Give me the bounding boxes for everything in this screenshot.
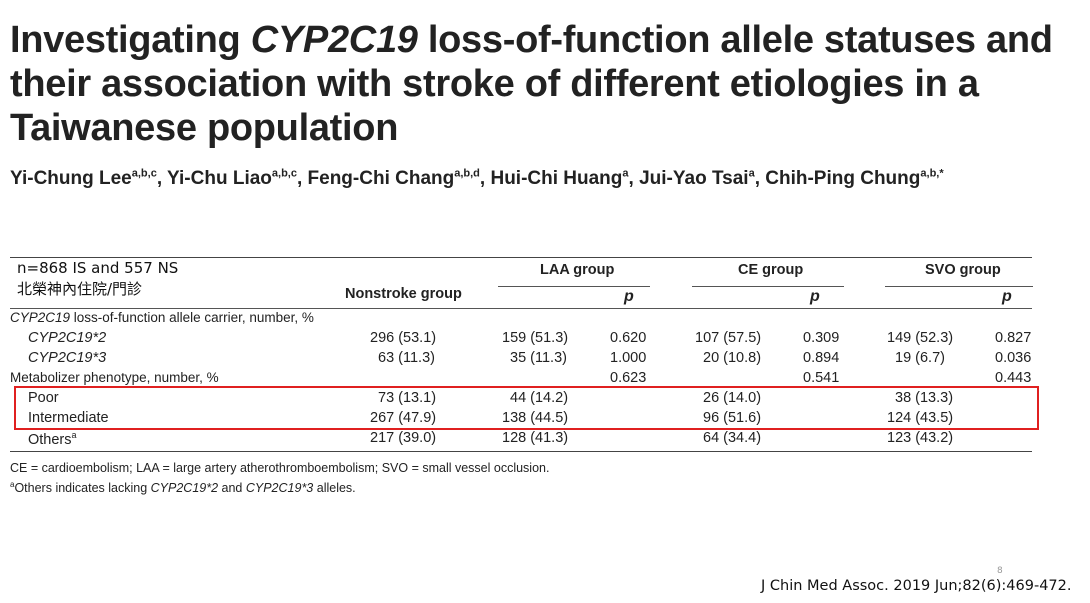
sample-size-note: n=868 IS and 557 NS 北榮神內住院/門診 [17,258,178,300]
col-header-laa: LAA group [540,262,615,278]
ce-value: 107 (57.5) [695,330,762,346]
ce-value: 64 (34.4) [703,430,762,446]
paper-title: Investigating CYP2C19 loss-of-function a… [10,18,1085,150]
laa-p-value: 0.620 [610,330,647,346]
title-suffix: loss-of-function allele statuses and the… [10,19,1053,149]
nonstroke-value: 217 (39.0) [370,430,437,446]
journal-citation: J Chin Med Assoc. 2019 Jun;82(6):469-472… [761,578,1072,594]
laa-p-value: 1.000 [610,350,647,366]
row-label: CYP2C19*2 [28,330,107,346]
row-label: Intermediate [28,410,109,426]
author: Yi-Chung Leea,b,c, [10,168,168,190]
footnote-abbreviations: CE = cardioembolism; LAA = large artery … [10,461,550,475]
table-bottom-rule [10,451,1032,452]
svo-p-value: 0.036 [995,350,1032,366]
svo-p-value: 0.827 [995,330,1032,346]
header-bottom-rule [10,308,1032,309]
author: Chih-Ping Chunga,b,* [765,168,944,190]
row-label: Poor [28,390,59,406]
nonstroke-value: 73 (13.1) [378,390,437,406]
laa-value: 159 (51.3) [502,330,569,346]
table-top-rule [10,257,1032,258]
svo-value: 123 (43.2) [887,430,954,446]
nonstroke-value: 267 (47.9) [370,410,437,426]
row-label: CYP2C19*3 [28,350,107,366]
svo-p-value: 0.443 [995,370,1032,386]
col-header-ce: CE group [738,262,804,278]
nonstroke-value: 296 (53.1) [370,330,437,346]
col-header-nonstroke: Nonstroke group [345,286,462,302]
section-label-carrier: CYP2C19 loss-of-function allele carrier,… [10,310,314,325]
note-line-2: 北榮神內住院/門診 [17,280,143,298]
ce-p-value: 0.541 [803,370,840,386]
ce-p-value: 0.894 [803,350,840,366]
ce-p-value: 0.309 [803,330,840,346]
col-header-laa-p: p [624,288,634,305]
note-line-1: n=868 IS and 557 NS [17,259,179,277]
author: Hui-Chi Huanga, [490,168,640,190]
highlight-box [14,386,1039,430]
ce-value: 26 (14.0) [703,390,762,406]
svo-value: 149 (52.3) [887,330,954,346]
author: Feng-Chi Changa,b,d, [307,168,491,190]
ce-group-rule [692,286,844,287]
row-label: Othersa [28,430,77,448]
page-number: 8 [997,566,1003,576]
section-label-metabolizer: Metabolizer phenotype, number, % [10,370,219,385]
laa-p-value: 0.623 [610,370,647,386]
title-gene: CYP2C19 [250,19,418,61]
nonstroke-value: 63 (11.3) [378,350,435,366]
svo-value: 19 (6.7) [895,350,945,366]
col-header-svo: SVO group [925,262,1001,278]
author-list: Yi-Chung Leea,b,c, Yi-Chu Liaoa,b,c, Fen… [10,168,1090,190]
svo-group-rule [885,286,1033,287]
footnote-others: aOthers indicates lacking CYP2C19*2 and … [10,480,356,496]
title-prefix: Investigating [10,19,251,61]
col-header-svo-p: p [1002,288,1012,305]
ce-value: 20 (10.8) [703,350,762,366]
laa-value: 35 (11.3) [510,350,567,366]
laa-group-rule [498,286,650,287]
author: Yi-Chu Liaoa,b,c, [167,168,308,190]
svo-value: 38 (13.3) [895,390,954,406]
laa-value: 138 (44.5) [502,410,569,426]
laa-value: 44 (14.2) [510,390,569,406]
svo-value: 124 (43.5) [887,410,954,426]
laa-value: 128 (41.3) [502,430,569,446]
ce-value: 96 (51.6) [703,410,762,426]
author: Jui-Yao Tsaia, [639,168,766,190]
col-header-ce-p: p [810,288,820,305]
